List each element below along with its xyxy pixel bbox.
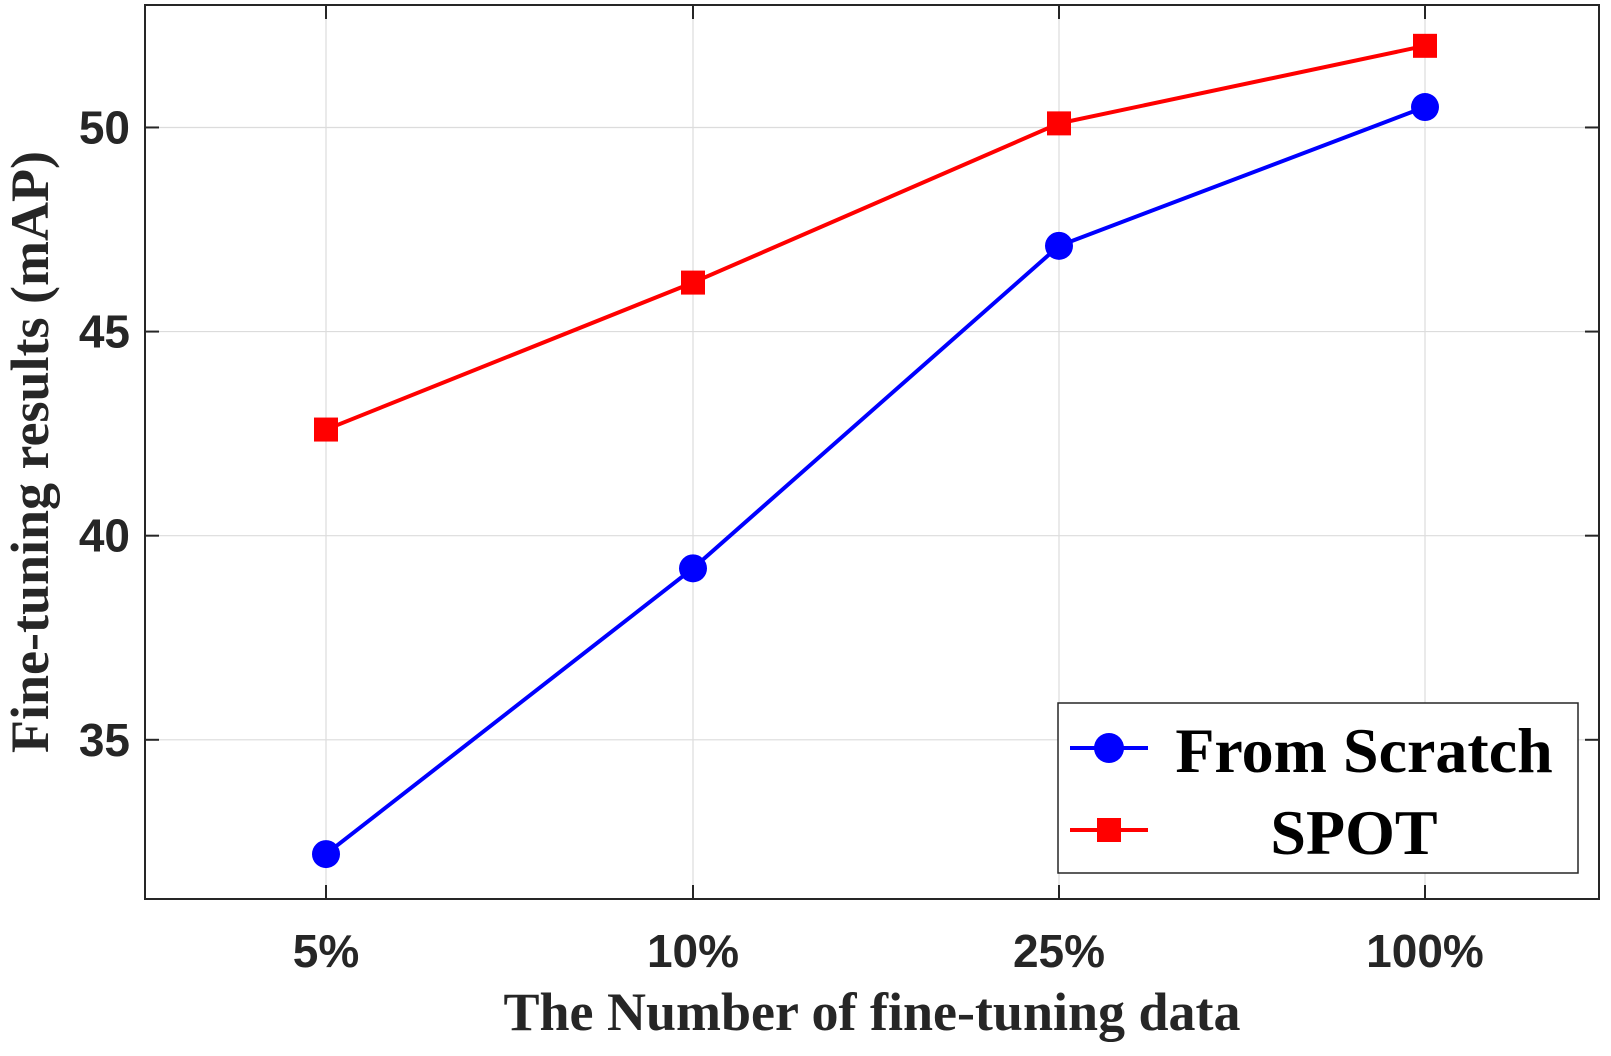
x-tick-label: 10% xyxy=(647,925,739,977)
legend-label-from-scratch: From Scratch xyxy=(1175,715,1552,786)
x-tick-label: 100% xyxy=(1366,925,1484,977)
axis-ticks xyxy=(145,5,1599,899)
tick-labels: 5% 10% 25% 100% 35 40 45 50 xyxy=(79,101,1484,977)
series-line-from-scratch xyxy=(324,105,1426,856)
data-point-from-scratch xyxy=(679,554,707,583)
legend-label-spot: SPOT xyxy=(1270,797,1437,868)
y-axis-title: Fine-tuning results (mAP) xyxy=(0,151,60,753)
data-point-spot xyxy=(681,270,705,295)
x-tick-label: 5% xyxy=(293,925,359,977)
data-point-spot xyxy=(1413,33,1437,58)
y-tick-label: 45 xyxy=(79,306,130,358)
series-layer xyxy=(312,33,1439,869)
data-point-from-scratch xyxy=(1411,93,1439,122)
plot-frame xyxy=(144,4,1600,900)
legend-entry-from-scratch: From Scratch xyxy=(1070,715,1553,786)
legend-box xyxy=(1057,702,1579,874)
grid-lines xyxy=(145,5,1599,899)
data-point-from-scratch xyxy=(312,840,340,869)
data-point-spot xyxy=(314,417,338,442)
series-line-spot xyxy=(325,43,1426,432)
data-point-from-scratch xyxy=(1045,231,1073,260)
legend-marker-from-scratch xyxy=(1094,733,1124,763)
y-tick-label: 40 xyxy=(79,510,130,562)
data-point-spot xyxy=(1047,111,1071,136)
y-tick-label: 50 xyxy=(79,101,130,153)
x-axis-title: The Number of fine-tuning data xyxy=(503,982,1240,1042)
x-tick-label: 25% xyxy=(1013,925,1105,977)
y-tick-label: 35 xyxy=(79,714,130,766)
legend: From Scratch SPOT xyxy=(1057,702,1579,874)
legend-entry-spot: SPOT xyxy=(1070,797,1438,868)
legend-marker-spot xyxy=(1097,818,1121,842)
